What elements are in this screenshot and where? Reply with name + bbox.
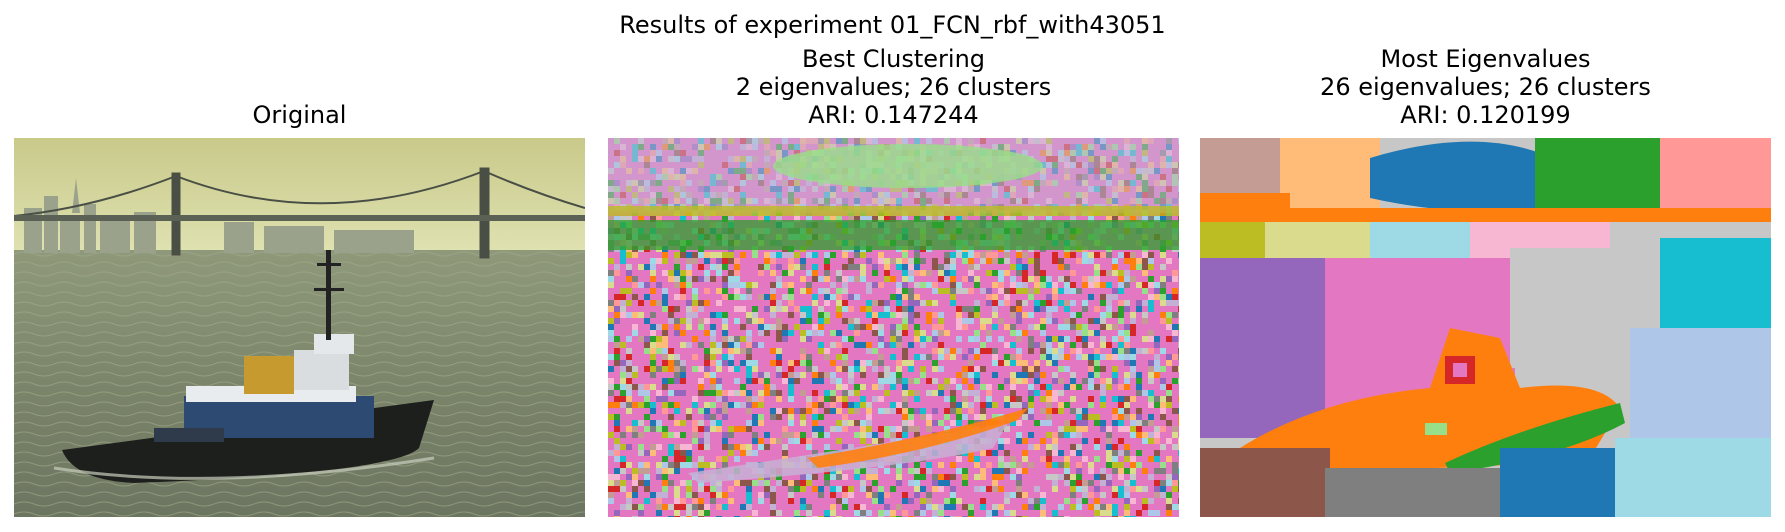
region (1500, 448, 1620, 517)
panel-title-best-clustering: Best Clustering 2 eigenvalues; 26 cluste… (608, 45, 1179, 129)
panel-title-line: 2 eigenvalues; 26 clusters (735, 73, 1052, 101)
region (1200, 208, 1771, 222)
boat-wake (53, 456, 435, 480)
most-eigenvalues-svg (1200, 138, 1771, 517)
panel-title-line: Most Eigenvalues (1380, 45, 1591, 73)
region (1660, 238, 1771, 338)
best-clustering-svg (608, 138, 1179, 517)
region (1453, 363, 1467, 377)
figure-title: Results of experiment 01_FCN_rbf_with430… (619, 11, 1166, 39)
bridge (14, 167, 585, 259)
region (1325, 468, 1505, 517)
region (1425, 423, 1447, 435)
region (1370, 141, 1540, 212)
tugboat (62, 250, 434, 483)
region (1200, 258, 1330, 438)
region (1445, 403, 1625, 473)
region (1535, 138, 1665, 208)
most-eigenvalues-image (1200, 138, 1771, 517)
skyline-cluster (608, 220, 1179, 250)
city-skyline (24, 178, 414, 253)
region (1265, 220, 1375, 260)
bridge-cluster (608, 206, 1179, 216)
panel-title-line: ARI: 0.120199 (1400, 101, 1571, 129)
panel-title-line: 26 eigenvalues; 26 clusters (1320, 73, 1651, 101)
panel-title-most-eigenvalues: Most Eigenvalues 26 eigenvalues; 26 clus… (1200, 45, 1771, 129)
region (1370, 218, 1480, 258)
boat-cluster (808, 408, 1028, 468)
region (1615, 438, 1771, 517)
region (1200, 218, 1270, 258)
panel-title-line: Best Clustering (801, 45, 986, 73)
cloud-cluster (773, 144, 1043, 188)
original-image (14, 138, 585, 517)
best-clustering-image (608, 138, 1179, 517)
panel-title-line: Original (252, 101, 347, 129)
region (1200, 448, 1330, 517)
panel-title-original: Original (14, 101, 585, 129)
panel-title-line: ARI: 0.147244 (808, 101, 979, 129)
cluster-regions (1200, 138, 1771, 517)
original-image-svg (14, 138, 585, 517)
region (1630, 328, 1771, 448)
region (1280, 138, 1380, 213)
region (1510, 248, 1650, 368)
region (1660, 138, 1771, 213)
